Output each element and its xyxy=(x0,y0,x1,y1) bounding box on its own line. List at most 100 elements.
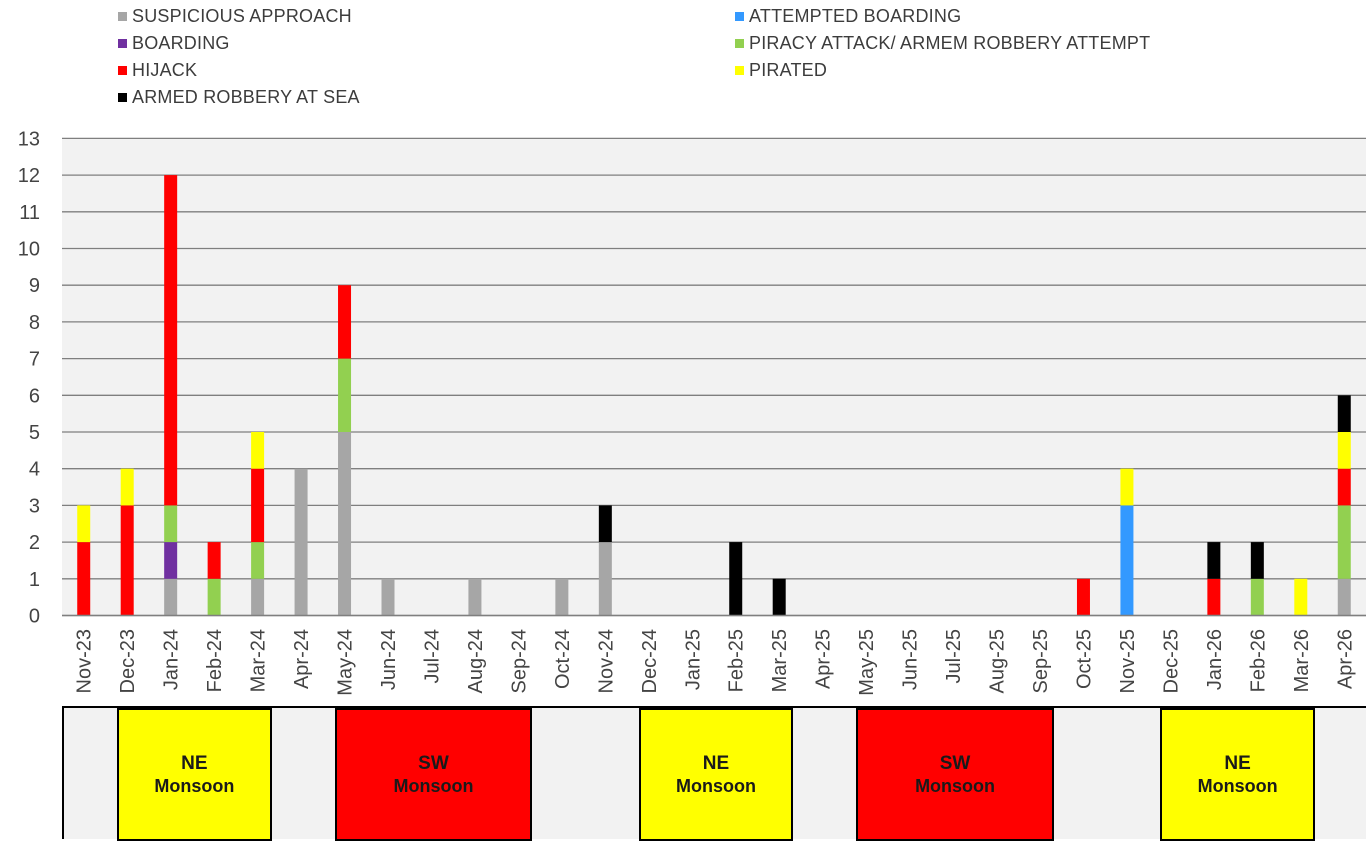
bar-segment xyxy=(338,285,352,359)
x-tick-label: Jan-25 xyxy=(682,629,704,690)
y-tick-label: 2 xyxy=(29,532,40,554)
x-tick-label: Dec-24 xyxy=(639,629,661,693)
x-tick-label: Mar-25 xyxy=(769,629,791,692)
y-tick-label: 4 xyxy=(29,459,40,481)
monsoon-label-line2: Monsoon xyxy=(154,775,235,796)
x-tick-label: Feb-24 xyxy=(204,629,226,692)
y-tick-label: 0 xyxy=(29,606,40,628)
legend-label: PIRACY ATTACK/ ARMEM ROBBERY ATTEMPT xyxy=(749,33,1151,53)
bar-segment xyxy=(468,578,482,616)
y-tick-label: 7 xyxy=(29,349,40,371)
monsoon-label-line1: NE xyxy=(181,752,208,774)
x-tick-label: Jun-25 xyxy=(900,629,922,690)
y-tick-label: 10 xyxy=(18,239,40,261)
monsoon-label-line2: Monsoon xyxy=(393,775,474,796)
bar-segment xyxy=(251,432,265,469)
y-tick-label: 11 xyxy=(19,202,40,224)
x-tick-label: Jan-26 xyxy=(1204,629,1226,690)
bar-segment xyxy=(338,358,352,432)
y-tick-label: 13 xyxy=(18,128,40,150)
monsoon-block: NE Monsoon xyxy=(638,708,794,841)
x-tick-label: Jan-24 xyxy=(161,629,183,690)
y-tick-label: 6 xyxy=(29,385,40,407)
y-tick-label: 9 xyxy=(29,275,40,297)
monsoon-block: NE Monsoon xyxy=(1160,708,1315,841)
bar-segment xyxy=(1076,578,1090,616)
bar-segment xyxy=(251,468,265,543)
monsoon-block: SW Monsoon xyxy=(856,708,1054,841)
bar-segment xyxy=(120,505,134,616)
y-tick-label: 12 xyxy=(18,165,40,187)
legend-item: PIRACY ATTACK/ ARMEM ROBBERY ATTEMPT xyxy=(735,33,1150,54)
legend-item: ARMED ROBBERY AT SEA xyxy=(118,87,360,108)
x-tick-label: Feb-26 xyxy=(1247,629,1269,692)
legend-item: SUSPICIOUS APPROACH xyxy=(118,6,352,27)
bar-segment xyxy=(251,578,265,616)
legend-swatch xyxy=(735,12,744,21)
legend-swatch xyxy=(735,39,744,48)
legend-label: HIJACK xyxy=(132,60,198,80)
bar-segment xyxy=(164,175,178,506)
plot-area xyxy=(62,138,1366,616)
bar-segment xyxy=(555,578,569,616)
bar-segment xyxy=(338,432,352,616)
legend-swatch xyxy=(118,66,127,75)
bar-segment xyxy=(207,542,221,579)
bar-segment xyxy=(164,505,178,543)
x-tick-label: Apr-24 xyxy=(291,629,313,689)
bar-segment xyxy=(1337,578,1351,616)
monsoon-block: NE Monsoon xyxy=(117,708,272,841)
bar-segment xyxy=(1207,542,1221,579)
grid-lines xyxy=(62,137,1366,617)
x-tick-label: Dec-23 xyxy=(117,629,139,693)
bar-segment xyxy=(1207,578,1221,616)
bar-segment xyxy=(1337,505,1351,579)
bar-segment xyxy=(1120,505,1134,616)
bar-segment xyxy=(1337,468,1351,506)
monsoon-label-line1: NE xyxy=(702,752,730,774)
legend-item: ATTEMPTED BOARDING xyxy=(735,6,961,27)
x-tick-label: Jul-24 xyxy=(421,629,443,683)
x-tick-label: May-24 xyxy=(335,629,357,696)
x-axis-ticks: Nov-23 Dec-23 Jan-24 Feb-24 Mar-24 Apr-24 May-… xyxy=(74,629,1357,696)
monsoon-band: NE Monsoon SW Monsoon NE Monsoon SW Monsoon NE Mo… xyxy=(62,706,1366,841)
x-tick-label: Jun-24 xyxy=(378,629,400,690)
x-tick-label: May-25 xyxy=(856,629,878,696)
bar-segment xyxy=(1250,578,1264,616)
bar-segment xyxy=(207,578,221,616)
legend-swatch xyxy=(118,12,127,21)
monsoon-label-line2: Monsoon xyxy=(676,775,756,796)
x-tick-label: Aug-24 xyxy=(465,629,487,694)
legend: SUSPICIOUS APPROACH ATTEMPTED BOARDING BOA… xyxy=(0,0,1366,120)
bar-segment xyxy=(1250,542,1264,579)
legend-label: SUSPICIOUS APPROACH xyxy=(132,6,352,26)
x-tick-label: Nov-24 xyxy=(595,629,617,693)
x-tick-label: Mar-24 xyxy=(248,629,270,692)
monsoon-label-line1: SW xyxy=(939,752,971,774)
bar-segment xyxy=(251,542,265,579)
x-tick-label: Sep-25 xyxy=(1030,629,1052,694)
bar-segment xyxy=(598,505,612,543)
y-tick-label: 5 xyxy=(29,422,40,444)
x-tick-label: Apr-26 xyxy=(1334,629,1356,689)
y-tick-label: 8 xyxy=(29,312,40,334)
legend-item: HIJACK xyxy=(118,60,197,81)
x-tick-label: Feb-25 xyxy=(726,629,748,692)
bar-segment xyxy=(1120,468,1134,506)
x-tick-label: Dec-25 xyxy=(1160,629,1182,693)
bar-segment xyxy=(772,578,786,616)
x-tick-label: Sep-24 xyxy=(508,629,530,694)
legend-label: ARMED ROBBERY AT SEA xyxy=(132,87,360,107)
x-tick-label: Jul-25 xyxy=(943,629,965,683)
monsoon-label-line2: Monsoon xyxy=(1197,775,1278,796)
y-tick-label: 3 xyxy=(29,495,40,517)
legend-swatch xyxy=(118,93,127,102)
legend-swatch xyxy=(118,39,127,48)
bar-segment xyxy=(77,505,91,543)
legend-label: ATTEMPTED BOARDING xyxy=(749,6,962,26)
bar-segment xyxy=(598,542,612,616)
legend-item: PIRATED xyxy=(735,60,827,81)
bar-segment xyxy=(1337,432,1351,469)
